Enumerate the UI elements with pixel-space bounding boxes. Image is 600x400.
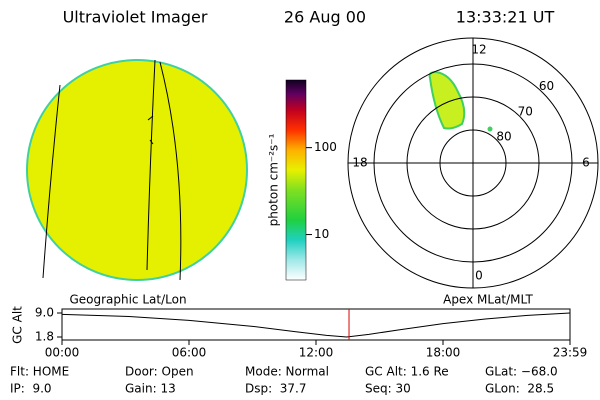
alt-line — [61, 312, 571, 338]
footer-field: Dsp: 37.7 — [245, 382, 307, 396]
lat-ring — [439, 129, 507, 197]
footer-field: Door: Open — [125, 365, 194, 379]
time: 13:33:21 UT — [456, 8, 555, 27]
mlt-label: 0 — [475, 269, 483, 283]
x-tick-label: 23:59 — [553, 346, 588, 360]
date: 26 Aug 00 — [284, 8, 366, 27]
colorbar-label: photon cm⁻²s⁻¹ — [267, 133, 281, 226]
x-tick-label: 18:00 — [426, 346, 461, 360]
footer-field: GLon: 28.5 — [485, 382, 554, 396]
x-tick-label: 12:00 — [299, 346, 334, 360]
footer-field: Mode: Normal — [245, 365, 329, 379]
footer-field: Gain: 13 — [125, 382, 176, 396]
footer-field: Flt: HOME — [10, 365, 69, 379]
y-label: GC Alt — [11, 306, 25, 344]
polar-plot — [347, 37, 599, 289]
lat-ring — [373, 63, 573, 263]
mlt-label: 6 — [582, 156, 590, 170]
lat-ring-label: 80 — [496, 130, 511, 144]
colorbar-tick-label: 10 — [314, 227, 329, 241]
lat-ring — [406, 96, 540, 230]
earth-image — [26, 59, 248, 281]
alt-panel — [61, 308, 571, 341]
lat-ring-label: 70 — [518, 104, 533, 118]
left-label: Geographic Lat/Lon — [69, 293, 186, 307]
colorbar-tick-label: 100 — [314, 140, 337, 154]
y-tick-label: 1.8 — [35, 330, 54, 344]
title: Ultraviolet Imager — [63, 8, 208, 27]
x-tick-label: 00:00 — [45, 346, 80, 360]
mlt-label: 18 — [352, 156, 367, 170]
x-tick-label: 06:00 — [172, 346, 207, 360]
colorbar — [285, 79, 307, 281]
footer-field: GLat: −68.0 — [485, 365, 558, 379]
y-tick-label: 9.0 — [35, 306, 54, 320]
mlt-label: 12 — [471, 43, 486, 57]
lat-ring-label: 60 — [539, 79, 554, 93]
footer-field: GC Alt: 1.6 Re — [365, 365, 449, 379]
footer-field: IP: 9.0 — [10, 382, 52, 396]
right-label: Apex MLat/MLT — [443, 293, 533, 307]
footer-field: Seq: 30 — [365, 382, 411, 396]
